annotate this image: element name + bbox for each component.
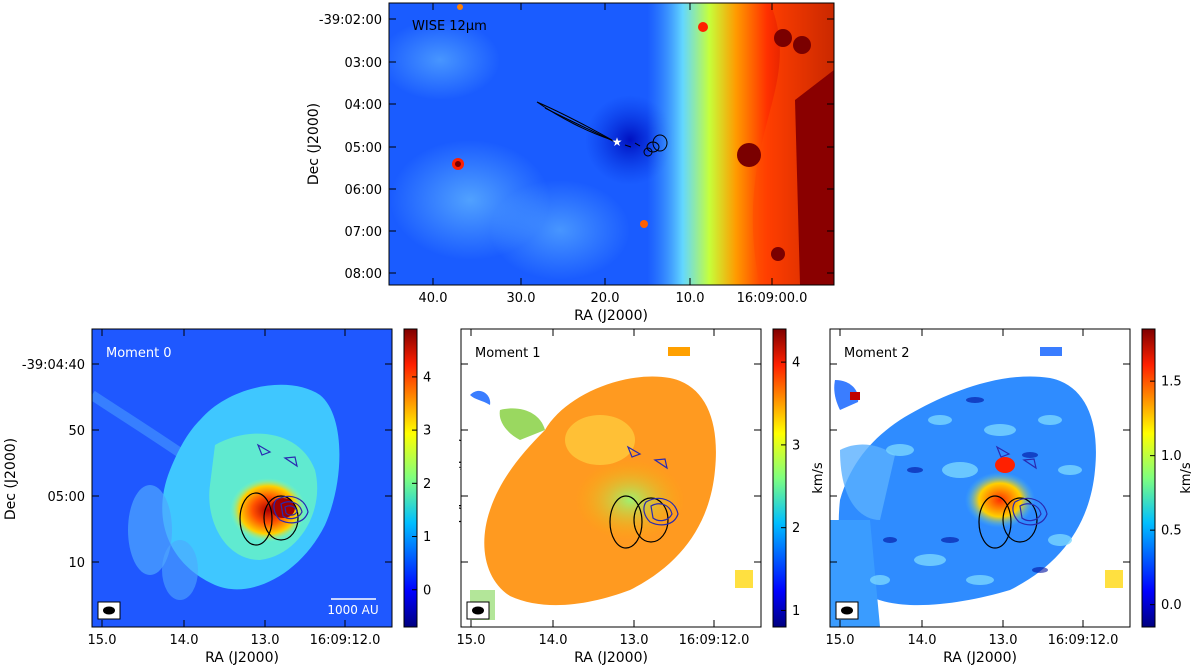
outflow-contours xyxy=(536,101,668,157)
moment1-colorbar: 1 2 3 4 km/s xyxy=(772,328,826,628)
moment2-colorbar-tick-label: 0.5 xyxy=(1161,524,1182,539)
wise-panel: ★ WISE 12μm 40.0 30.0 20.0 10.0 16:09:00… xyxy=(306,2,835,324)
wise-x-tick-label: 30.0 xyxy=(507,291,536,306)
moment0-x-ticks: 15.0 14.0 13.0 16:09:12.0 xyxy=(88,329,381,648)
moment1-x-ticks: 15.0 14.0 13.0 16:09:12.0 xyxy=(457,329,750,648)
moment1-x-tick-label: 16:09:12.0 xyxy=(679,633,750,648)
moment0-x-tick-label: 13.0 xyxy=(251,633,280,648)
wise-image xyxy=(389,3,834,285)
moment0-beam-ellipse xyxy=(103,606,115,615)
moment1-colorbar-tick-label: 4 xyxy=(792,356,800,371)
wise-y-ticks: -39:02:00 03:00 04:00 05:00 06:00 07:00 … xyxy=(319,13,834,282)
moment0-y-tick-label: -39:04:40 xyxy=(22,358,85,373)
moment0-image xyxy=(92,329,392,627)
moment1-image xyxy=(461,329,761,627)
moment0-y-axis-label: Dec (J2000) xyxy=(3,438,19,520)
wise-y-axis-label: Dec (J2000) xyxy=(306,103,322,185)
moment2-frame xyxy=(829,328,1131,628)
moment1-colorbar-label: km/s xyxy=(811,462,826,494)
moment1-label: Moment 1 xyxy=(475,346,541,361)
moment1-panel: Moment 1 15.0 14.0 13.0 16:09:12.0 RA (J… xyxy=(457,328,826,666)
moment0-y-tick-label: 10 xyxy=(68,556,85,571)
scalebar-label: 1000 AU xyxy=(327,603,378,617)
moment1-x-tick-label: 13.0 xyxy=(620,633,649,648)
moment2-x-ticks: 15.0 14.0 13.0 16:09:12.0 xyxy=(826,329,1119,648)
wise-y-tick-label: 06:00 xyxy=(345,183,382,198)
wise-y-tick-label: 08:00 xyxy=(345,267,382,282)
moment0-colorbar-tick-label: 0 xyxy=(423,583,431,598)
wise-y-tick-label: 03:00 xyxy=(345,56,382,71)
moment1-colorbar-tick-label: 2 xyxy=(792,521,800,536)
moment2-colorbar-tick-label: 1.0 xyxy=(1161,449,1182,464)
wise-y-tick-label: 05:00 xyxy=(345,141,382,156)
moment2-colorbar-tick-label: 1.5 xyxy=(1161,375,1182,390)
wise-x-ticks: 40.0 30.0 20.0 10.0 16:09:00.0 xyxy=(419,3,808,306)
moment2-x-tick-label: 15.0 xyxy=(826,633,855,648)
moment2-colorbar: 0.0 0.5 1.0 1.5 km/s xyxy=(1141,328,1194,628)
moment2-x-tick-label: 14.0 xyxy=(908,633,937,648)
moment0-x-tick-label: 14.0 xyxy=(170,633,199,648)
wise-label: WISE 12μm xyxy=(412,19,487,34)
wise-y-tick-label: 07:00 xyxy=(345,225,382,240)
moment1-x-tick-label: 14.0 xyxy=(539,633,568,648)
moment0-y-tick-label: 05:00 xyxy=(48,490,85,505)
wise-x-tick-label: 16:09:00.0 xyxy=(737,291,808,306)
moment0-colorbar-tick-label: 2 xyxy=(423,477,431,492)
moment2-y-ticks xyxy=(830,363,1130,563)
wise-frame xyxy=(388,2,835,286)
moment0-contours xyxy=(239,443,309,546)
moment2-beam-ellipse xyxy=(841,606,853,615)
wise-x-tick-label: 20.0 xyxy=(591,291,620,306)
moment0-colorbar-tick-label: 1 xyxy=(423,530,431,545)
moment0-x-axis-label: RA (J2000) xyxy=(205,650,279,666)
moment2-colorbar-label: km/s xyxy=(1179,462,1194,494)
moment2-x-tick-label: 13.0 xyxy=(989,633,1018,648)
moment1-beam-ellipse xyxy=(472,606,484,615)
moment1-colorbar-tick-label: 3 xyxy=(792,438,800,453)
moment1-x-tick-label: 15.0 xyxy=(457,633,486,648)
wise-x-tick-label: 10.0 xyxy=(676,291,705,306)
wise-x-axis-label: RA (J2000) xyxy=(574,308,648,324)
wise-x-tick-label: 40.0 xyxy=(419,291,448,306)
moment0-y-tick-label: 50 xyxy=(68,424,85,439)
moment0-colorbar-tick-label: 3 xyxy=(423,424,431,439)
wise-y-tick-label: -39:02:00 xyxy=(319,13,382,28)
wise-y-tick-label: 04:00 xyxy=(345,98,382,113)
moment0-panel: Moment 0 1000 AU 15.0 14.0 13.0 16:09:12… xyxy=(3,328,473,666)
moment2-colorbar-tick-label: 0.0 xyxy=(1161,598,1182,613)
moment2-x-axis-label: RA (J2000) xyxy=(943,650,1017,666)
moment2-contours xyxy=(978,445,1048,549)
moment1-y-ticks xyxy=(461,363,761,563)
moment2-label: Moment 2 xyxy=(844,346,910,361)
moment1-colorbar-tick-label: 1 xyxy=(792,604,800,619)
moment0-y-ticks: -39:04:40 50 05:00 10 xyxy=(22,358,392,571)
moment2-x-tick-label: 16:09:12.0 xyxy=(1048,633,1119,648)
moment0-frame xyxy=(91,328,393,628)
moment2-panel: Moment 2 15.0 14.0 13.0 16:09:12.0 RA (J… xyxy=(826,328,1194,666)
moment2-image xyxy=(830,329,1130,627)
moment0-x-tick-label: 16:09:12.0 xyxy=(310,633,381,648)
moment1-frame xyxy=(460,328,762,628)
protostar-star-marker: ★ xyxy=(612,135,623,149)
moment1-contours xyxy=(609,445,679,549)
moment0-label: Moment 0 xyxy=(106,346,172,361)
moment0-x-tick-label: 15.0 xyxy=(88,633,117,648)
moment0-colorbar-tick-label: 4 xyxy=(423,370,431,385)
moment1-x-axis-label: RA (J2000) xyxy=(574,650,648,666)
